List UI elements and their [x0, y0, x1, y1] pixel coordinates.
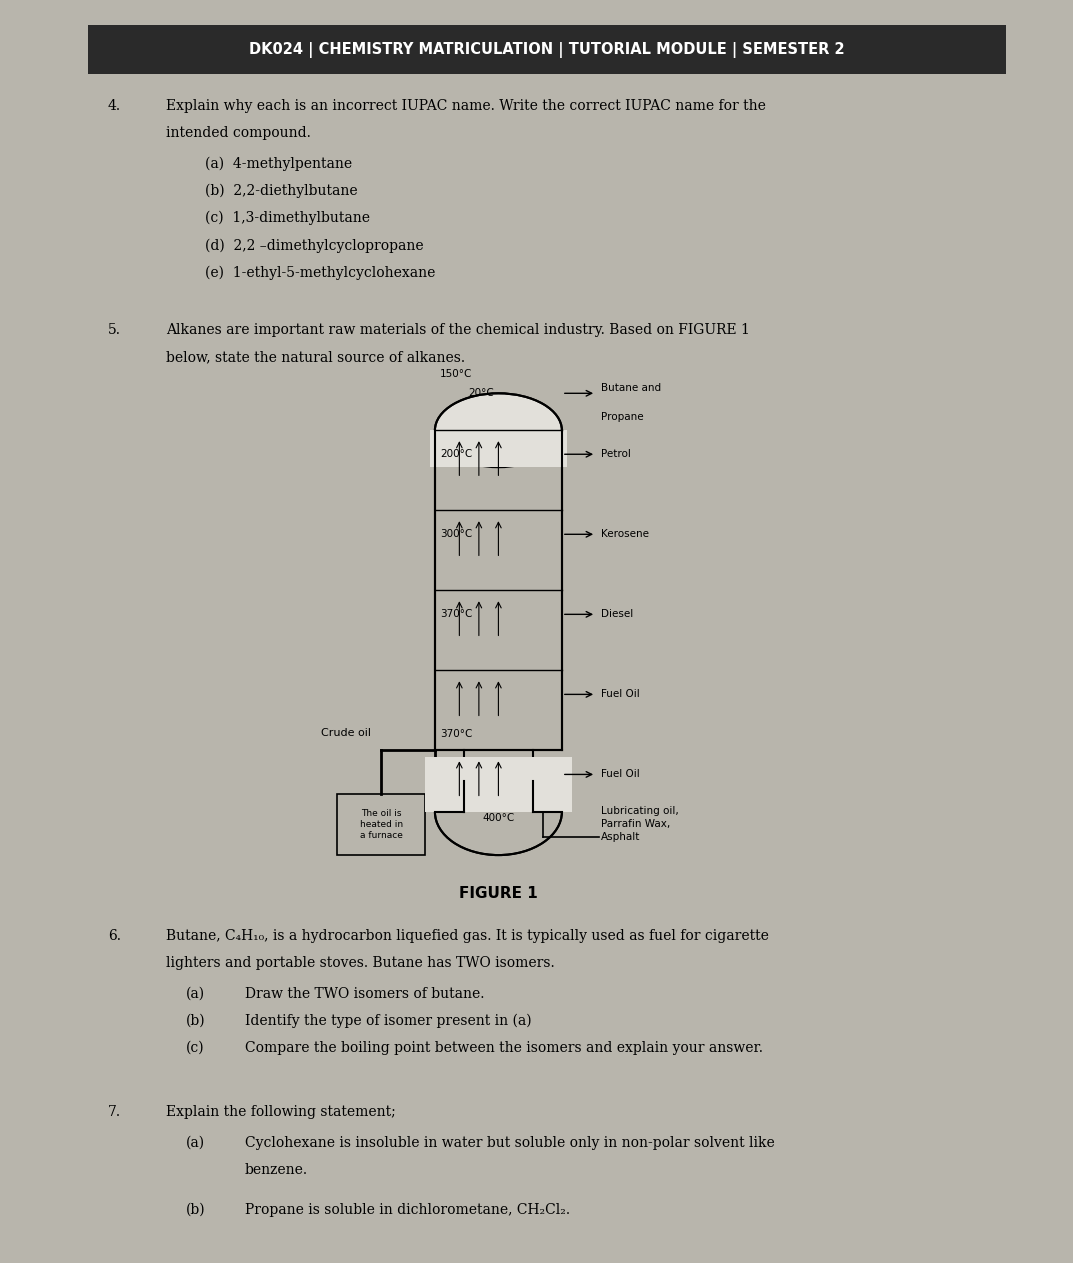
- Bar: [425, 757, 572, 812]
- Text: (e)  1-ethyl-5-methylcyclohexane: (e) 1-ethyl-5-methylcyclohexane: [206, 265, 436, 279]
- Text: Petrol: Petrol: [601, 450, 631, 460]
- Text: below, state the natural source of alkanes.: below, state the natural source of alkan…: [166, 350, 466, 364]
- Text: Fuel Oil: Fuel Oil: [601, 769, 640, 779]
- Text: Explain why each is an incorrect IUPAC name. Write the correct IUPAC name for th: Explain why each is an incorrect IUPAC n…: [166, 99, 766, 112]
- Text: Diesel: Diesel: [601, 609, 633, 619]
- FancyBboxPatch shape: [88, 25, 1006, 75]
- Text: intended compound.: intended compound.: [166, 126, 311, 140]
- Text: 150°C: 150°C: [440, 369, 472, 379]
- Text: The oil is
heated in
a furnace: The oil is heated in a furnace: [359, 808, 402, 840]
- Text: benzene.: benzene.: [245, 1163, 308, 1177]
- Text: Butane, C₄H₁₀, is a hydrocarbon liquefied gas. It is typically used as fuel for : Butane, C₄H₁₀, is a hydrocarbon liquefie…: [166, 930, 769, 943]
- Text: Lubricating oil,
Parrafin Wax,
Asphalt: Lubricating oil, Parrafin Wax, Asphalt: [601, 806, 679, 842]
- Text: 6.: 6.: [107, 930, 121, 943]
- Text: 7.: 7.: [107, 1105, 121, 1119]
- Text: 5.: 5.: [107, 323, 121, 337]
- Text: DK024 | CHEMISTRY MATRICULATION | TUTORIAL MODULE | SEMESTER 2: DK024 | CHEMISTRY MATRICULATION | TUTORI…: [249, 42, 846, 58]
- Text: Draw the TWO isomers of butane.: Draw the TWO isomers of butane.: [245, 986, 484, 1000]
- Text: (a)  4-methylpentane: (a) 4-methylpentane: [206, 157, 353, 172]
- Text: Alkanes are important raw materials of the chemical industry. Based on FIGURE 1: Alkanes are important raw materials of t…: [166, 323, 750, 337]
- Text: (b): (b): [186, 1202, 206, 1218]
- Bar: [435, 431, 562, 750]
- Text: (d)  2,2 –dimethylcyclopropane: (d) 2,2 –dimethylcyclopropane: [206, 239, 424, 253]
- Text: 200°C: 200°C: [440, 450, 472, 460]
- Text: (b)  2,2-diethylbutane: (b) 2,2-diethylbutane: [206, 184, 358, 198]
- Text: FIGURE 1: FIGURE 1: [459, 885, 538, 901]
- Text: Cyclohexane is insoluble in water but soluble only in non-polar solvent like: Cyclohexane is insoluble in water but so…: [245, 1135, 775, 1149]
- Text: Fuel Oil: Fuel Oil: [601, 690, 640, 700]
- Text: lighters and portable stoves. Butane has TWO isomers.: lighters and portable stoves. Butane has…: [166, 956, 555, 970]
- Text: 300°C: 300°C: [440, 529, 472, 539]
- Text: 20°C: 20°C: [468, 388, 494, 398]
- Text: 370°C: 370°C: [440, 609, 472, 619]
- Text: Propane: Propane: [601, 412, 644, 422]
- Text: Propane is soluble in dichlorometane, CH₂Cl₂.: Propane is soluble in dichlorometane, CH…: [245, 1202, 570, 1218]
- Text: 400°C: 400°C: [482, 813, 515, 823]
- Text: (c): (c): [186, 1041, 205, 1055]
- Text: (a): (a): [186, 1135, 205, 1149]
- Text: (c)  1,3-dimethylbutane: (c) 1,3-dimethylbutane: [206, 211, 370, 225]
- Text: Identify the type of isomer present in (a): Identify the type of isomer present in (…: [245, 1014, 531, 1028]
- Text: Kerosene: Kerosene: [601, 529, 649, 539]
- Text: Crude oil: Crude oil: [322, 727, 371, 738]
- Text: (a): (a): [186, 986, 205, 1000]
- Text: Explain the following statement;: Explain the following statement;: [166, 1105, 396, 1119]
- Ellipse shape: [435, 393, 562, 467]
- Text: Compare the boiling point between the isomers and explain your answer.: Compare the boiling point between the is…: [245, 1041, 763, 1055]
- Bar: [337, 793, 425, 855]
- Text: 370°C: 370°C: [440, 730, 472, 739]
- Text: (b): (b): [186, 1014, 206, 1028]
- Text: Butane and: Butane and: [601, 383, 661, 393]
- Bar: [430, 431, 567, 467]
- Text: 4.: 4.: [107, 99, 121, 112]
